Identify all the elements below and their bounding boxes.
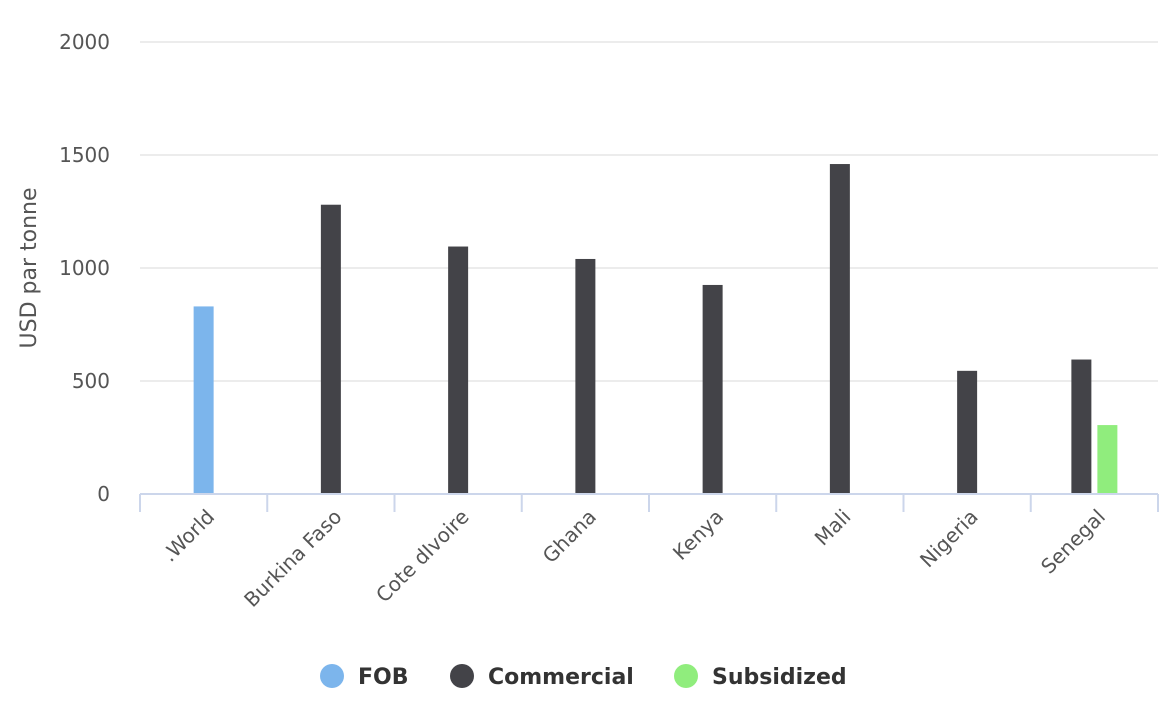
- legend-item-commercial[interactable]: Commercial: [450, 664, 634, 690]
- gridlines: [140, 41, 1158, 382]
- legend-label: Commercial: [488, 665, 634, 690]
- x-tick-label: Senegal: [1036, 505, 1110, 579]
- legend-label: FOB: [358, 665, 409, 690]
- y-axis-title: USD par tonne: [17, 188, 42, 349]
- bar-commercial-cote-divoire[interactable]: [448, 246, 469, 494]
- bar-commercial-ghana[interactable]: [575, 258, 596, 494]
- y-tick-label: 2000: [59, 30, 110, 54]
- legend: FOB Commercial Subsidized: [320, 664, 847, 690]
- x-tick-label: Kenya: [668, 505, 728, 565]
- y-axis-ticks: 0 500 1000 1500 2000: [59, 30, 110, 506]
- x-tick-label: .World: [157, 505, 219, 567]
- x-tick-label: Mali: [810, 505, 856, 551]
- x-tick-label: Cote dIvoire: [371, 505, 474, 608]
- y-tick-label: 0: [97, 482, 110, 506]
- legend-item-fob[interactable]: FOB: [320, 664, 409, 690]
- legend-marker-subsidized: [674, 664, 698, 688]
- x-tick-label: Nigeria: [915, 505, 983, 573]
- legend-marker-fob: [320, 664, 344, 688]
- x-axis: [139, 493, 1159, 512]
- y-tick-label: 500: [72, 369, 110, 393]
- legend-marker-commercial: [450, 664, 474, 688]
- bar-subsidized-senegal[interactable]: [1097, 425, 1118, 494]
- bars: [193, 164, 1118, 495]
- x-tick-label: Ghana: [538, 505, 601, 568]
- x-tick-label: Burkina Faso: [239, 505, 346, 612]
- legend-label: Subsidized: [712, 665, 847, 690]
- bar-commercial-burkina-faso[interactable]: [320, 204, 341, 494]
- y-tick-label: 1000: [59, 256, 110, 280]
- x-axis-labels: .World Burkina Faso Cote dIvoire Ghana Kenya…: [157, 505, 1110, 612]
- bar-commercial-mali[interactable]: [829, 164, 850, 495]
- legend-item-subsidized[interactable]: Subsidized: [674, 664, 847, 690]
- bar-fob--world[interactable]: [193, 306, 214, 494]
- bar-commercial-senegal[interactable]: [1071, 359, 1092, 494]
- bar-commercial-kenya[interactable]: [702, 284, 723, 494]
- bar-commercial-nigeria[interactable]: [957, 370, 978, 494]
- y-tick-label: 1500: [59, 143, 110, 167]
